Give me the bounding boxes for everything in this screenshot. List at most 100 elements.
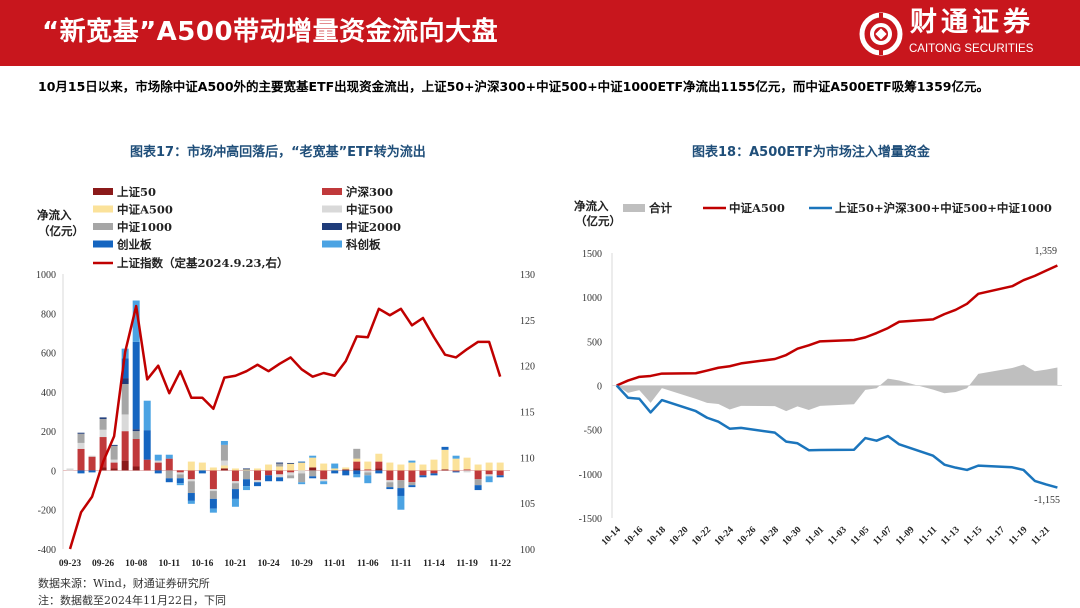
legend-label-total: 合计 [649,201,672,215]
bar-segment-中证A500-10-18 [220,465,228,469]
bar-segment-中证2000-10-22 [242,468,250,470]
y-tick-label: 1000 [582,293,602,304]
bar-segment-中证A500-11-11 [397,464,405,471]
bar-segment-沪深300-10-08 [132,439,140,467]
bar-segment-中证A500-11-07 [375,453,383,462]
bar-segment-中证A500-10-29 [298,462,306,471]
bar-segment-中证500-09-27 [110,459,118,463]
bar-segment-沪深300-09-25 [88,456,96,471]
x-tick-label: 11-09 [894,525,917,548]
legend-swatch-中证500 [322,205,342,213]
x-tick-label: 10-29 [291,559,313,569]
bar-segment-中证500-09-26 [99,429,107,438]
line-中证A500 [616,264,1058,387]
bar-segment-科创板-10-22 [242,486,250,491]
line-上证50+沪深300+中证500+中证1000 [615,384,1058,489]
bar-segment-中证2000-10-25 [276,462,284,464]
bar-segment-中证A500-10-30 [309,457,317,468]
x-tick-label: 10-24 [257,559,279,569]
bar-segment-科创板-10-30 [309,455,317,458]
bar-segment-中证2000-09-26 [99,417,107,419]
bar-segment-中证500-09-30 [121,414,129,432]
bar-segment-中证A500-11-08 [386,462,394,471]
bar-segment-创业板-11-15 [441,446,449,450]
bar-segment-中证A500-10-25 [276,466,284,471]
bar-segment-中证2000-10-08 [132,429,140,432]
bar-segment-中证1000-11-20 [474,479,482,486]
bar-segment-创业板-10-21 [231,489,239,499]
x-tick-label: 11-06 [357,559,379,569]
x-tick-label: 10-18 [645,525,668,548]
bar-segment-科创板-10-17 [209,508,217,513]
x-tick-label: 11-05 [849,525,872,548]
bar-segment-科创板-10-15 [187,500,195,504]
bar-segment-沪深300-10-25 [276,470,284,475]
legend-label-中证500: 中证500 [346,203,393,217]
bar-segment-科创板-10-29 [298,482,306,485]
logo-en-text: CAITONG SECURITIES [909,43,1034,55]
bar-segment-创业板-11-13 [419,475,427,478]
x-tick-label: 11-15 [962,525,985,548]
legend-swatch-创业板 [93,240,113,248]
bar-segment-中证500-11-19 [463,470,471,473]
x-tick-label: 11-11 [390,559,411,569]
bar-segment-中证500-11-08 [386,480,394,483]
chart18-legend: 净流入 （亿元） 合计 中证A500 上证50+沪深300+中证500+中证10… [574,199,1052,228]
bar-segment-沪深300-10-10 [154,462,162,471]
legend-swatch-上证50 [93,188,113,195]
x-tick-label: 11-03 [826,525,849,548]
bar-segment-科创板-11-11 [397,495,405,510]
x-tick-label: 10-28 [758,525,781,548]
bar-segment-中证2000-10-28 [287,462,295,464]
legend-swatch-科创板 [322,240,342,248]
bar-segment-中证1000-10-17 [209,491,217,499]
bar-segment-中证A500-11-06 [364,461,372,470]
logo-cn-text: 财通证券 [910,7,1034,38]
caitong-logo-icon [859,12,903,56]
bar-segment-沪深300-11-11 [397,470,405,481]
y-tick-label: 0 [51,466,56,477]
bar-segment-中证500-09-23 [66,468,74,471]
bar-segment-中证A500-11-04 [342,467,350,470]
bar-segment-沪深300-11-12 [408,470,416,483]
bar-segment-中证500-10-28 [287,472,295,476]
bar-segment-创业板-10-09 [143,430,151,460]
x-tick-label: 11-21 [1030,525,1053,548]
bar-segment-上证50-11-04 [342,469,350,471]
x-tick-label: 11-01 [324,559,346,569]
bar-segment-中证500-10-21 [231,481,239,484]
bar-segment-沪深300-11-21 [485,470,493,475]
legend-label-a500: 中证A500 [729,201,785,215]
y-tick-label: -1000 [579,470,602,481]
x-tick-label: 10-21 [224,559,246,569]
y-tick-label: 800 [41,309,56,320]
bar-segment-中证1000-09-24 [77,433,85,443]
bar-segment-中证A500-11-14 [430,459,438,471]
bar-segment-中证1000-10-14 [176,474,184,479]
legend-swatch-中证A500 [93,205,113,213]
bar-segment-沪深300-10-31 [320,470,328,480]
y-tick-label: 1000 [36,270,56,281]
bar-segment-中证2000-09-27 [110,444,118,446]
x-tick-label: 11-19 [456,559,478,569]
bar-segment-上证50-11-05 [353,468,361,471]
summary-text: 10月15日以来，市场除中证A500外的主要宽基ETF出现资金流出，上证50+沪… [38,79,990,94]
bar-segment-沪深300-10-21 [231,470,239,482]
bar-segment-沪深300-11-20 [474,470,482,480]
bar-segment-沪深300-10-14 [176,470,184,473]
bar-segment-沪深300-11-19 [463,469,471,471]
bar-segment-沪深300-11-05 [353,461,361,469]
bar-segment-中证500-10-31 [320,479,328,482]
bar-segment-沪深300-09-30 [121,431,129,461]
legend-swatch-total [623,204,645,212]
bar-segment-科创板-11-06 [364,475,372,484]
legend-label-index: 上证指数（定基2024.9.23,右） [117,256,289,270]
chart17-ylabel-1: 净流入 [37,208,72,222]
bar-segment-中证500-10-17 [209,489,217,492]
chart17-plot: 1000 800 600 400 200 0 -200 -400 130 125 120 115 110… [36,270,535,569]
bar-segment-创业板-11-12 [408,485,416,488]
bar-segment-中证A500-11-01 [331,468,339,471]
bar-segment-创业板-10-17 [209,498,217,509]
bar-segment-沪深300-10-15 [187,470,195,480]
